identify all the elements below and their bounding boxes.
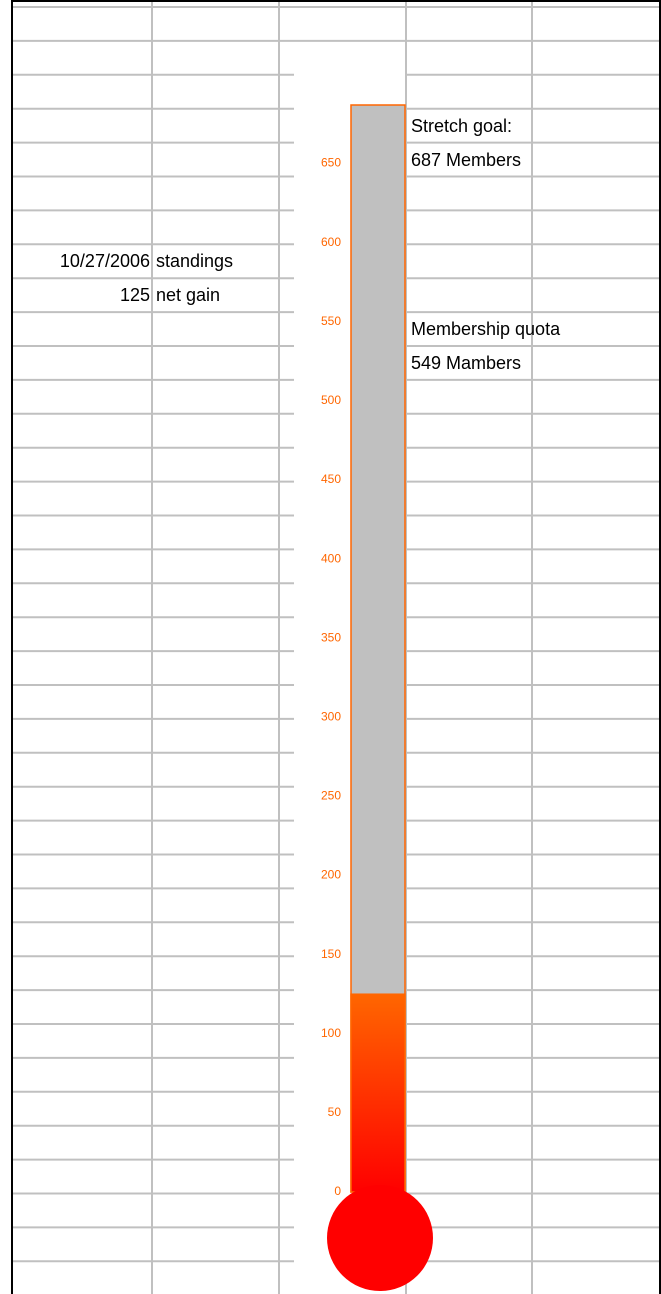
y-tick-label: 650 bbox=[321, 156, 341, 170]
gain-cell: 125 bbox=[120, 285, 150, 305]
bulb bbox=[327, 1185, 433, 1291]
y-tick-label: 350 bbox=[321, 630, 341, 644]
y-tick-label: 100 bbox=[321, 1026, 341, 1040]
y-tick-label: 500 bbox=[321, 393, 341, 407]
sheet-border bbox=[11, 0, 661, 1294]
y-tick-label: 200 bbox=[321, 868, 341, 882]
thermometer-chart: 0 50 100 150 200 250 300 350 400 450 500 550 600 650 bbox=[321, 104, 433, 1291]
y-tick-label: 50 bbox=[328, 1105, 342, 1119]
gain-label-cell: net gain bbox=[156, 285, 220, 305]
y-tick-label: 150 bbox=[321, 947, 341, 961]
y-tick-label: 600 bbox=[321, 235, 341, 249]
standings-cell: standings bbox=[156, 251, 233, 271]
value-bar bbox=[350, 993, 406, 1193]
quota-value-cell: 549 Mambers bbox=[411, 353, 521, 373]
quota-label-cell: Membership quota bbox=[411, 319, 561, 339]
y-tick-label: 450 bbox=[321, 472, 341, 486]
y-tick-label: 250 bbox=[321, 789, 341, 803]
y-tick-label: 300 bbox=[321, 709, 341, 723]
y-tick-label: 400 bbox=[321, 551, 341, 565]
date-cell: 10/27/2006 bbox=[60, 251, 150, 271]
stretch-label-cell: Stretch goal: bbox=[411, 116, 512, 136]
stretch-value-cell: 687 Members bbox=[411, 150, 521, 170]
y-tick-label: 0 bbox=[334, 1184, 341, 1198]
y-tick-label: 550 bbox=[321, 314, 341, 328]
